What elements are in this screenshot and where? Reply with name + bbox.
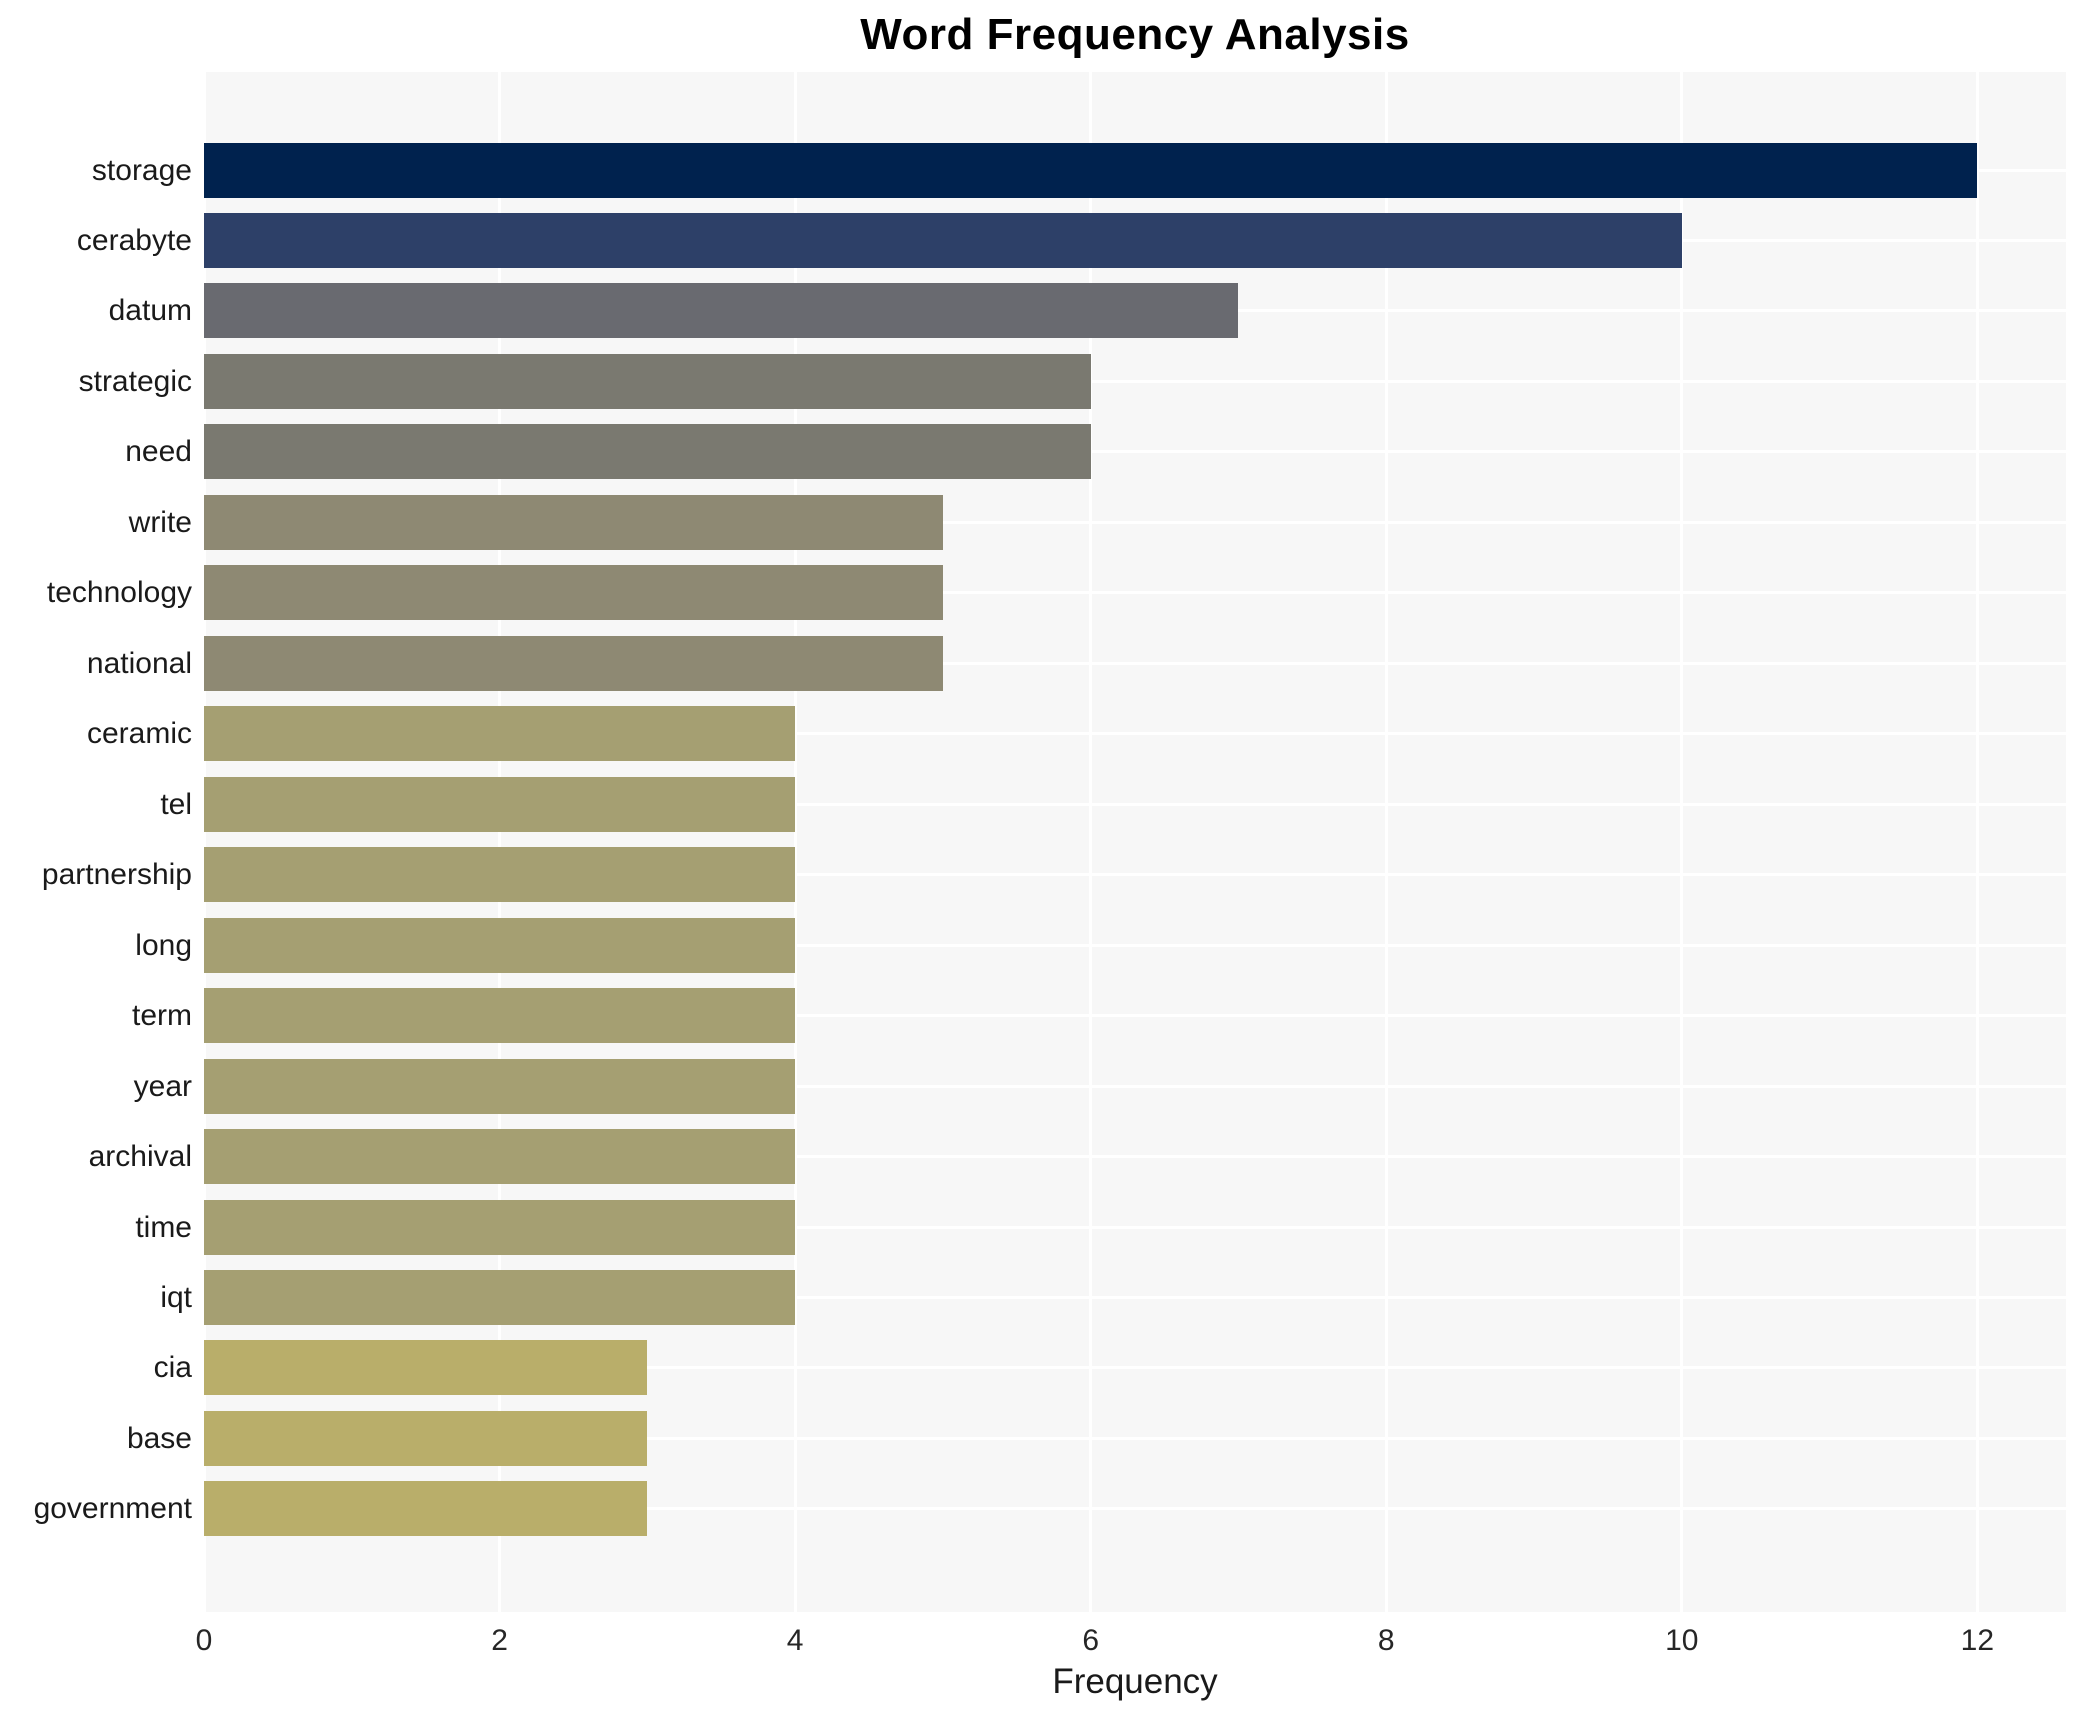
h-gridline — [204, 732, 2066, 736]
x-tick-label-8: 8 — [1377, 1624, 1395, 1657]
y-tick-label-cerabyte: cerabyte — [76, 223, 192, 257]
x-tick-label-10: 10 — [1665, 1624, 1699, 1657]
v-gridline — [498, 72, 502, 1612]
y-tick-label-long: long — [135, 928, 192, 962]
bar-year — [204, 1058, 796, 1114]
plot-panel — [202, 72, 2066, 1612]
h-gridline — [204, 591, 2066, 595]
y-tick-label-need: need — [125, 435, 192, 469]
bar-iqt — [204, 1270, 796, 1326]
y-tick-label-tel: tel — [160, 787, 192, 821]
v-gridline — [202, 72, 206, 1612]
y-tick-label-term: term — [132, 999, 192, 1033]
bar-strategic — [204, 353, 1091, 409]
y-tick-label-technology: technology — [46, 576, 192, 610]
h-gridline — [204, 943, 2066, 947]
x-tick-label-4: 4 — [786, 1624, 804, 1657]
h-gridline — [204, 1014, 2066, 1018]
y-tick-label-national: national — [86, 646, 192, 680]
bar-tel — [204, 776, 796, 832]
bar-datum — [204, 283, 1239, 339]
bar-need — [204, 424, 1091, 480]
x-tick-label-12: 12 — [1960, 1624, 1995, 1657]
bar-technology — [204, 565, 943, 621]
h-gridline — [204, 1436, 2066, 1440]
y-tick-label-iqt: iqt — [160, 1281, 192, 1315]
h-gridline — [204, 1084, 2066, 1088]
bar-cia — [204, 1340, 648, 1396]
y-tick-label-archival: archival — [88, 1140, 192, 1174]
chart-title: Word Frequency Analysis — [860, 10, 1410, 59]
bar-archival — [204, 1129, 796, 1185]
h-gridline — [204, 1155, 2066, 1159]
h-gridline — [204, 1225, 2066, 1229]
y-tick-label-government: government — [33, 1492, 192, 1526]
x-tick-label-0: 0 — [195, 1624, 213, 1657]
bar-time — [204, 1199, 796, 1255]
h-gridline — [204, 1296, 2066, 1300]
v-gridline — [1384, 72, 1388, 1612]
v-gridline — [793, 72, 797, 1612]
y-tick-label-partnership: partnership — [41, 858, 192, 892]
bar-partnership — [204, 847, 796, 903]
y-tick-label-cia: cia — [153, 1351, 192, 1385]
h-gridline — [204, 379, 2066, 383]
h-gridline — [204, 520, 2066, 524]
bar-storage — [204, 142, 1978, 198]
bar-base — [204, 1410, 648, 1466]
x-tick-label-6: 6 — [1082, 1624, 1099, 1657]
bar-national — [204, 635, 943, 691]
bar-government — [204, 1481, 648, 1537]
x-tick-label-2: 2 — [491, 1624, 508, 1657]
y-tick-label-ceramic: ceramic — [86, 717, 192, 751]
y-tick-label-time: time — [135, 1210, 192, 1244]
bar-write — [204, 494, 943, 550]
y-tick-label-storage: storage — [91, 153, 192, 187]
y-tick-label-base: base — [126, 1421, 192, 1455]
v-gridline — [1089, 72, 1093, 1612]
bar-long — [204, 917, 796, 973]
h-gridline — [204, 1507, 2066, 1511]
bar-term — [204, 988, 796, 1044]
v-gridline — [1680, 72, 1684, 1612]
x-axis-title: Frequency — [1052, 1662, 1218, 1701]
y-tick-label-write: write — [128, 505, 192, 539]
bar-ceramic — [204, 706, 796, 762]
h-gridline — [204, 661, 2066, 665]
y-tick-label-strategic: strategic — [78, 364, 192, 398]
h-gridline — [204, 873, 2066, 877]
v-gridline — [1975, 72, 1979, 1612]
h-gridline — [204, 1366, 2066, 1370]
h-gridline — [204, 802, 2066, 806]
bar-cerabyte — [204, 212, 1682, 268]
y-tick-label-year: year — [133, 1069, 192, 1103]
y-tick-label-datum: datum — [108, 294, 192, 328]
h-gridline — [204, 450, 2066, 454]
